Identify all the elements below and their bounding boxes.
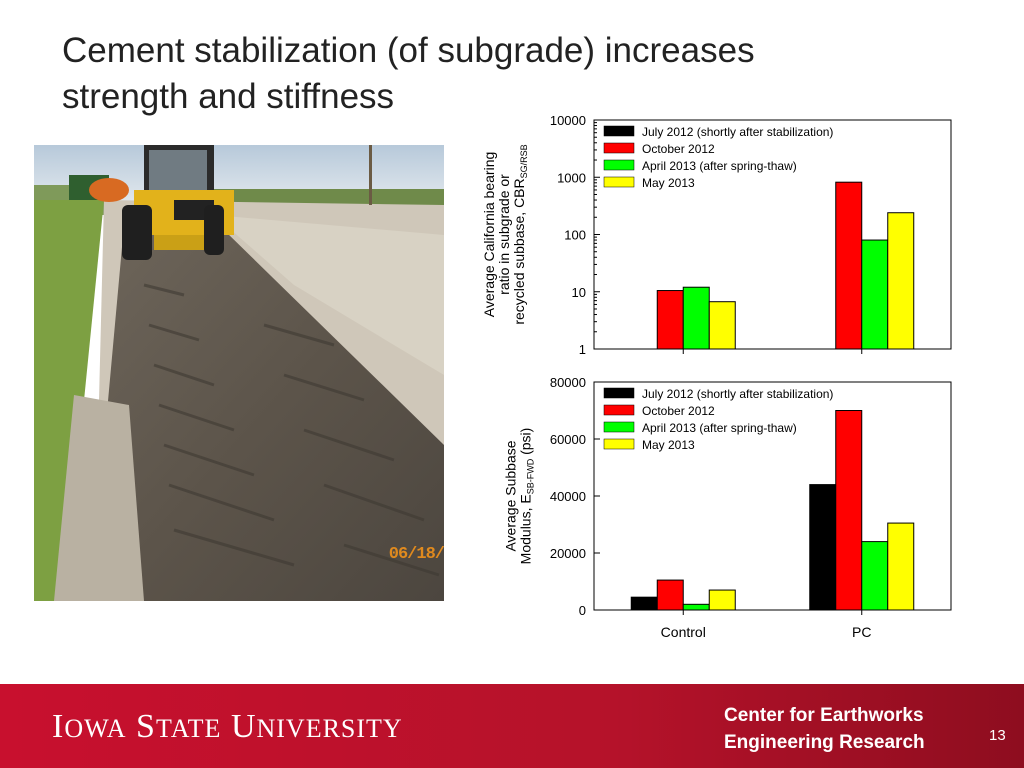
cbr-ytick-label: 1 <box>579 342 586 357</box>
cbr-ytick-label: 10 <box>572 285 586 300</box>
modulus-legend-swatch <box>603 387 635 399</box>
cbr-bar <box>682 286 710 350</box>
photo-date-stamp: 06/18/ <box>388 545 444 564</box>
modulus-bar <box>682 603 710 611</box>
slide-title: Cement stabilization (of subgrade) incre… <box>62 31 755 116</box>
cbr-chart-svg: 1 10 100 1000 10000 July 2012 (shortly after … <box>481 113 952 357</box>
modulus-bar <box>835 410 863 611</box>
iowa-state-university-logo: IOWA STATE UNIVERSITY <box>52 708 403 745</box>
cbr-bar <box>835 181 863 350</box>
center-name-line1: Center for Earthworks <box>724 705 924 726</box>
footer-bar: IOWA STATE UNIVERSITY Center for Earthwo… <box>0 684 1024 768</box>
modulus-bar <box>861 541 889 611</box>
cbr-bar <box>708 301 736 350</box>
modulus-category-label: Control <box>661 624 706 640</box>
cbr-ytick-label: 1000 <box>557 170 586 185</box>
modulus-category-label: PC <box>852 624 871 640</box>
cbr-ylabel: Average California bearing ratio in subgr… <box>481 144 529 324</box>
modulus-chart: 0 20000 40000 60000 80000 Control PC July 2012 … <box>456 370 976 650</box>
cbr-legend-swatch <box>603 142 635 154</box>
cbr-bar <box>656 290 684 350</box>
cbr-ytick-label: 100 <box>564 228 586 243</box>
modulus-legend-label: April 2013 (after spring-thaw) <box>642 421 797 435</box>
modulus-legend-label: July 2012 (shortly after stabilization) <box>642 387 833 401</box>
modulus-bar <box>630 596 658 611</box>
cbr-chart: 1 10 100 1000 10000 July 2012 (shortly after … <box>456 108 976 368</box>
cbr-ylabel-line: recycled subbase, CBRSG/RSB <box>511 144 529 324</box>
cbr-legend-swatch <box>603 176 635 188</box>
modulus-ytick-label: 0 <box>579 603 586 618</box>
modulus-legend-swatch <box>603 438 635 450</box>
modulus-ylabel-line: Average Subbase <box>503 440 519 551</box>
modulus-ytick-label: 80000 <box>550 375 586 390</box>
modulus-legend-label: May 2013 <box>642 438 695 452</box>
cbr-legend-label: April 2013 (after spring-thaw) <box>642 159 797 173</box>
modulus-bar <box>887 522 915 611</box>
cbr-legend-swatch <box>603 159 635 171</box>
modulus-ytick-label: 60000 <box>550 432 586 447</box>
modulus-bar <box>656 579 684 611</box>
modulus-bar <box>708 589 736 611</box>
modulus-ylabel: Average Subbase Modulus, ESB-FWD (psi) <box>503 428 536 565</box>
cbr-bar <box>861 239 889 350</box>
cbr-legend-swatch <box>603 125 635 137</box>
page-number: 13 <box>989 727 1006 744</box>
modulus-legend-swatch <box>603 421 635 433</box>
construction-site-photo: 06/18/ <box>34 145 444 601</box>
cbr-bar <box>887 212 915 350</box>
modulus-bar <box>809 484 837 611</box>
cbr-ytick-label: 10000 <box>550 113 586 128</box>
center-name: Center for Earthworks Engineering Resear… <box>724 702 925 756</box>
modulus-legend-swatch <box>603 404 635 416</box>
modulus-legend-label: October 2012 <box>642 404 715 418</box>
modulus-chart-svg: 0 20000 40000 60000 80000 Control PC July 2012 … <box>503 375 952 640</box>
cbr-legend-label: July 2012 (shortly after stabilization) <box>642 125 833 139</box>
modulus-ylabel-line: Modulus, ESB-FWD (psi) <box>518 428 536 565</box>
cbr-ylabel-line: Average California bearing <box>481 152 497 318</box>
center-name-line2: Engineering Research <box>724 732 925 753</box>
modulus-ytick-label: 20000 <box>550 546 586 561</box>
cbr-legend-label: May 2013 <box>642 176 695 190</box>
cbr-ylabel-line: ratio in subgrade or <box>496 174 512 295</box>
cbr-legend-label: October 2012 <box>642 142 715 156</box>
modulus-ytick-label: 40000 <box>550 489 586 504</box>
